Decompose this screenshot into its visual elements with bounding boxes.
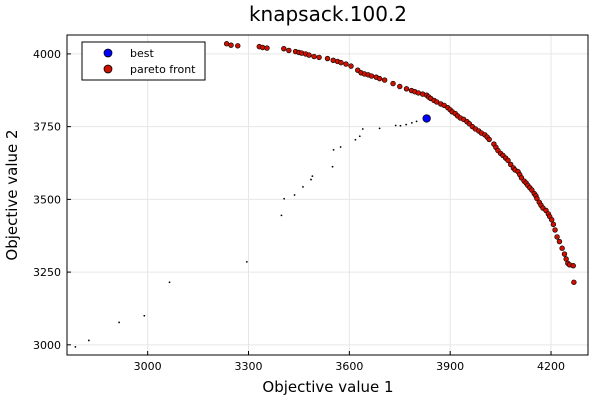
unlabeled-point — [331, 165, 334, 168]
pareto-front-point — [286, 47, 292, 54]
pareto-front-point — [403, 86, 410, 92]
legend: best pareto front — [81, 41, 206, 81]
pareto-front-point — [507, 161, 514, 168]
best-points — [422, 114, 431, 123]
unlabeled-point — [394, 124, 397, 127]
pareto-front-point — [343, 61, 349, 67]
pareto-front-point — [505, 157, 511, 164]
pareto-front-point — [486, 136, 492, 143]
y-tick-label: 4000 — [33, 48, 61, 61]
unlabeled-point — [354, 138, 357, 141]
unlabeled-point — [339, 146, 342, 148]
pareto-front-point — [316, 54, 322, 61]
unlabeled-point — [280, 214, 283, 217]
unlabeled-point — [361, 128, 364, 130]
pareto-front-points — [223, 41, 577, 285]
grid-lines — [67, 35, 588, 355]
pareto-front-point — [259, 44, 266, 51]
unlabeled-point — [378, 127, 381, 130]
legend-label-pareto-front: pareto front — [130, 63, 196, 76]
x-tick-label: 3900 — [436, 360, 464, 373]
unlabeled-point — [399, 124, 402, 127]
unlabeled-point — [405, 123, 408, 126]
pareto-front-point — [561, 251, 568, 257]
x-axis-label: Objective value 1 — [262, 378, 393, 396]
pareto-front-point — [554, 234, 560, 240]
legend-marker-pareto-front — [103, 64, 113, 74]
best-point — [422, 114, 431, 123]
unlabeled-point — [310, 178, 312, 181]
pareto-front-point — [376, 75, 383, 82]
pareto-front-point — [397, 83, 403, 90]
legend-label-best: best — [130, 47, 154, 60]
y-tick-label: 3500 — [33, 193, 61, 206]
pareto-front-point — [311, 53, 317, 60]
unlabeled-point — [410, 121, 413, 124]
pareto-front-point — [390, 80, 396, 87]
unlabeled-point — [311, 175, 314, 177]
plot-frame — [66, 34, 589, 356]
pareto-front-point — [338, 59, 344, 66]
unlabeled-points — [74, 120, 418, 348]
pareto-front-point — [552, 227, 558, 233]
unlabeled-point — [74, 345, 77, 348]
unlabeled-point — [283, 197, 286, 200]
pareto-front-point — [228, 42, 234, 48]
y-tick-label: 3750 — [33, 121, 61, 134]
pareto-front-point — [415, 90, 421, 96]
x-tick-label: 3600 — [335, 360, 363, 373]
axis-ticks: 3000 3300 3600 3900 4200 3000 3250 3500 3750 4000 — [33, 48, 565, 373]
pareto-front-point — [368, 73, 375, 79]
unlabeled-point — [293, 194, 296, 196]
pareto-front-point — [550, 221, 557, 228]
pareto-front-point — [381, 77, 388, 83]
x-tick-label: 3000 — [134, 360, 162, 373]
legend-marker-best — [103, 48, 113, 58]
unlabeled-point — [358, 135, 361, 138]
unlabeled-point — [118, 321, 120, 324]
x-tick-label: 3300 — [235, 360, 263, 373]
pareto-front-point — [324, 55, 331, 62]
unlabeled-point — [245, 261, 248, 263]
unlabeled-point — [332, 149, 335, 151]
y-tick-label: 3250 — [33, 266, 61, 279]
pareto-front-point — [348, 63, 354, 69]
pareto-front-point — [559, 245, 565, 251]
unlabeled-point — [87, 339, 90, 342]
unlabeled-point — [143, 314, 146, 317]
pareto-front-point — [306, 52, 312, 58]
pareto-front-point — [330, 57, 336, 64]
pareto-front-point — [556, 238, 563, 245]
y-tick-label: 3000 — [33, 339, 61, 352]
pareto-front-point — [235, 43, 241, 49]
unlabeled-point — [168, 281, 171, 284]
legend-box — [81, 41, 206, 81]
unlabeled-point — [415, 120, 418, 123]
y-axis-label: Objective value 2 — [3, 129, 21, 260]
pareto-front-point — [571, 279, 577, 285]
pareto-front-point — [548, 217, 555, 223]
pareto-front-point — [570, 262, 576, 269]
unlabeled-point — [302, 185, 304, 188]
chart-title: knapsack.100.2 — [249, 2, 407, 26]
pareto-front-point — [264, 45, 270, 51]
x-tick-label: 4200 — [537, 360, 565, 373]
pareto-front-point — [534, 195, 540, 202]
pareto-front-point — [281, 45, 287, 52]
